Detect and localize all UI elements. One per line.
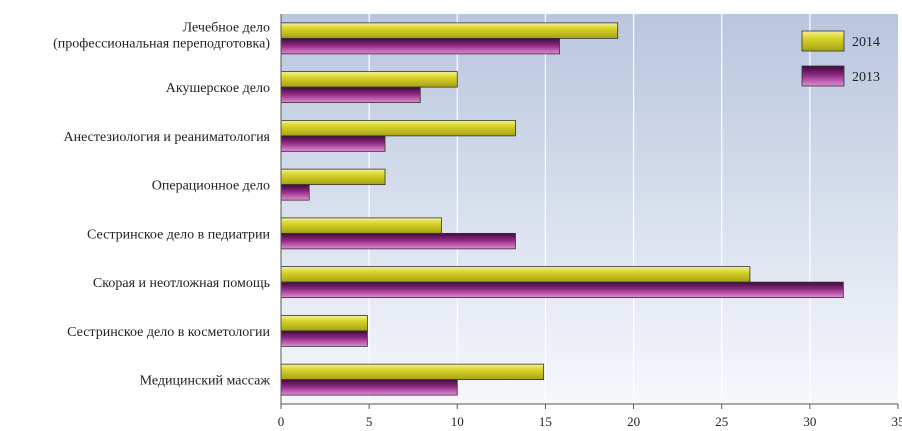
bar-2013-7 bbox=[280, 330, 368, 347]
bar-2013-6 bbox=[280, 281, 844, 299]
bar-2013-5 bbox=[280, 232, 516, 250]
x-tick-label: 5 bbox=[366, 414, 373, 429]
category-label: Сестринское дело в педиатрии bbox=[87, 227, 270, 242]
bar-2014-5 bbox=[280, 217, 442, 234]
bar-2014-7 bbox=[280, 314, 368, 332]
category-label: (профессиональная переподготовка) bbox=[53, 36, 270, 51]
x-tick-label: 30 bbox=[803, 414, 816, 429]
x-axis-ticks: 0 5 10 15 20 25 30 35 bbox=[278, 404, 902, 429]
legend-label-2014: 2014 bbox=[852, 35, 880, 50]
legend: 2014 2013 bbox=[801, 30, 880, 87]
category-label: Анестезиология и реаниматология bbox=[64, 130, 271, 145]
category-label: Скорая и неотложная помощь bbox=[93, 276, 270, 291]
x-tick-label: 25 bbox=[715, 414, 728, 429]
x-tick-label: 35 bbox=[892, 414, 902, 429]
legend-label-2013: 2013 bbox=[852, 70, 880, 85]
bar-2013-2 bbox=[280, 86, 421, 104]
bar-2014-8 bbox=[280, 363, 545, 381]
legend-swatch-2013 bbox=[801, 65, 845, 87]
category-labels: Лечебное дело(профессиональная переподго… bbox=[53, 20, 270, 388]
bar-2013-3 bbox=[280, 135, 386, 152]
category-label: Сестринское дело в косметологии bbox=[67, 325, 270, 340]
bar-2013-1 bbox=[280, 37, 560, 55]
bar-2014-4 bbox=[280, 168, 386, 186]
category-label: Акушерское дело bbox=[166, 81, 270, 96]
legend-swatch-2014 bbox=[801, 30, 845, 52]
category-label: Операционное дело bbox=[152, 179, 270, 194]
bar-2014-6 bbox=[280, 266, 751, 283]
bar-2014-2 bbox=[280, 71, 458, 88]
x-tick-label: 15 bbox=[539, 414, 552, 429]
x-tick-label: 10 bbox=[451, 414, 464, 429]
x-tick-label: 20 bbox=[627, 414, 640, 429]
category-label: Медицинский массаж bbox=[140, 374, 271, 389]
bar-2014-1 bbox=[280, 22, 619, 39]
category-label: Лечебное дело bbox=[183, 20, 270, 35]
x-tick-label: 0 bbox=[278, 414, 285, 429]
bar-2013-4 bbox=[280, 184, 310, 201]
bar-2013-8 bbox=[280, 379, 458, 396]
bar-2014-3 bbox=[280, 119, 516, 137]
